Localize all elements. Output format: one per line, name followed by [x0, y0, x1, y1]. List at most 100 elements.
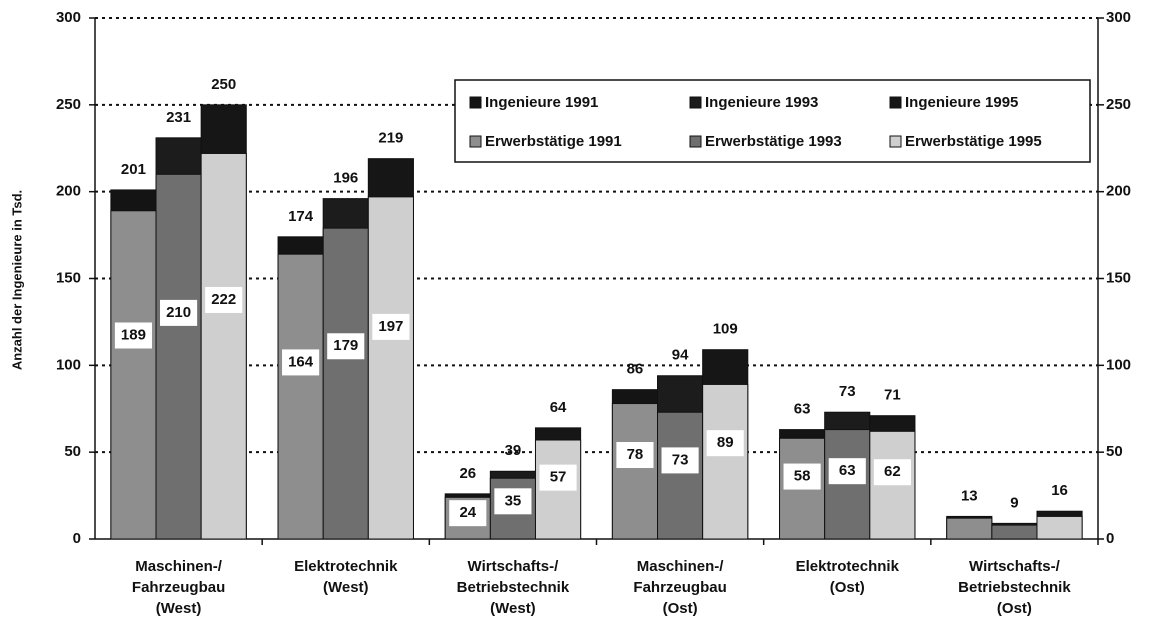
- data-label: 231: [166, 109, 191, 126]
- data-label: 13: [961, 487, 978, 504]
- bar: [200, 152, 247, 540]
- bar: [824, 429, 871, 540]
- data-label: 164: [288, 353, 314, 370]
- legend-swatch: [469, 135, 482, 148]
- bar: [367, 196, 414, 540]
- bar: [702, 383, 749, 540]
- label-box: [783, 463, 821, 490]
- data-label: 9: [1010, 494, 1018, 511]
- legend-label: Erwerbstätige 1993: [705, 133, 842, 150]
- x-tick-label: Elektrotechnik: [796, 558, 900, 575]
- label-box: [661, 447, 699, 474]
- bar: [322, 227, 369, 540]
- label-box: [372, 313, 410, 340]
- data-label: 250: [211, 76, 236, 93]
- y2-tick-label: 0: [1106, 530, 1114, 547]
- data-label: 71: [884, 387, 901, 404]
- data-label: 222: [211, 291, 236, 308]
- x-tick-label: Fahrzeugbau: [132, 579, 225, 596]
- y-tick-label: 100: [56, 356, 81, 373]
- data-label: 78: [627, 446, 644, 463]
- legend-label: Ingenieure 1995: [905, 94, 1018, 111]
- data-label: 73: [839, 383, 856, 400]
- x-tick-label: Maschinen-/: [637, 558, 725, 575]
- label-box: [327, 333, 365, 360]
- x-tick-label: (West): [156, 600, 202, 617]
- y-axis-title: Anzahl der Ingenieure in Tsd.: [9, 190, 24, 370]
- legend-label: Ingenieure 1993: [705, 94, 818, 111]
- legend-box: [454, 79, 1091, 163]
- label-box: [160, 299, 198, 326]
- data-label: 16: [1051, 482, 1068, 499]
- data-label: 39: [505, 442, 522, 459]
- x-tick-label: (Ost): [663, 600, 698, 617]
- y2-tick-label: 300: [1106, 9, 1131, 26]
- y2-tick-label: 250: [1106, 96, 1131, 113]
- bar: [946, 517, 993, 540]
- label-box: [282, 349, 320, 376]
- data-label: 63: [839, 462, 856, 479]
- y2-tick-label: 200: [1106, 183, 1131, 200]
- x-tick-label: Betriebstechnik: [457, 579, 570, 596]
- data-label: 57: [550, 469, 567, 486]
- data-label: 174: [288, 208, 314, 225]
- x-tick-label: Maschinen-/: [135, 558, 223, 575]
- data-label: 63: [794, 401, 811, 418]
- data-label: 86: [627, 361, 644, 378]
- y-tick-label: 250: [56, 96, 81, 113]
- bar: [657, 411, 704, 540]
- x-tick-label: Fahrzeugbau: [633, 579, 726, 596]
- data-label: 58: [794, 468, 811, 485]
- bar: [110, 210, 157, 540]
- bar: [991, 524, 1038, 540]
- x-tick-label: (Ost): [997, 600, 1032, 617]
- legend-swatch: [889, 135, 902, 148]
- x-tick-label: (West): [323, 579, 369, 596]
- data-label: 201: [121, 161, 146, 178]
- y2-tick-label: 150: [1106, 269, 1131, 286]
- label-box: [539, 464, 577, 491]
- y2-tick-label: 50: [1106, 443, 1123, 460]
- data-label: 196: [333, 170, 358, 187]
- legend-swatch: [689, 135, 702, 148]
- x-tick-label: (Ost): [830, 579, 865, 596]
- y-tick-label: 150: [56, 269, 81, 286]
- legend-label: Erwerbstätige 1995: [905, 133, 1042, 150]
- data-label: 35: [505, 492, 522, 509]
- legend-swatch: [689, 96, 702, 109]
- bar: [277, 253, 324, 540]
- data-label: 64: [550, 399, 567, 416]
- label-box: [114, 322, 153, 349]
- legend: Ingenieure 1991 Ingenieure 1993 Ingenieure…: [454, 79, 1091, 163]
- data-label: 73: [672, 451, 689, 468]
- y-tick-label: 300: [56, 9, 81, 26]
- data-label: 219: [378, 130, 403, 147]
- bar: [1036, 515, 1083, 540]
- data-label: 62: [884, 463, 901, 480]
- y2-tick-label: 100: [1106, 356, 1131, 373]
- data-label: 26: [459, 465, 476, 482]
- data-label: 24: [459, 504, 476, 521]
- y-tick-label: 0: [73, 530, 81, 547]
- legend-label: Erwerbstätige 1991: [485, 133, 622, 150]
- x-tick-label: (West): [490, 600, 536, 617]
- label-box: [449, 500, 487, 527]
- y-tick-label: 50: [64, 443, 81, 460]
- legend-label: Ingenieure 1991: [485, 94, 598, 111]
- label-box: [706, 430, 744, 457]
- data-label: 94: [672, 347, 689, 364]
- data-label: 189: [121, 326, 146, 343]
- legend-swatch: [469, 96, 482, 109]
- x-tick-label: Betriebstechnik: [958, 579, 1071, 596]
- label-box: [205, 286, 243, 313]
- x-tick-label: Wirtschafts-/: [468, 558, 560, 575]
- y-tick-label: 200: [56, 183, 81, 200]
- label-box: [494, 488, 532, 515]
- label-box: [873, 459, 911, 486]
- legend-swatch: [889, 96, 902, 109]
- bar: [611, 403, 659, 540]
- x-tick-label: Wirtschafts-/: [969, 558, 1061, 575]
- data-label: 210: [166, 304, 191, 321]
- data-label: 179: [333, 337, 358, 354]
